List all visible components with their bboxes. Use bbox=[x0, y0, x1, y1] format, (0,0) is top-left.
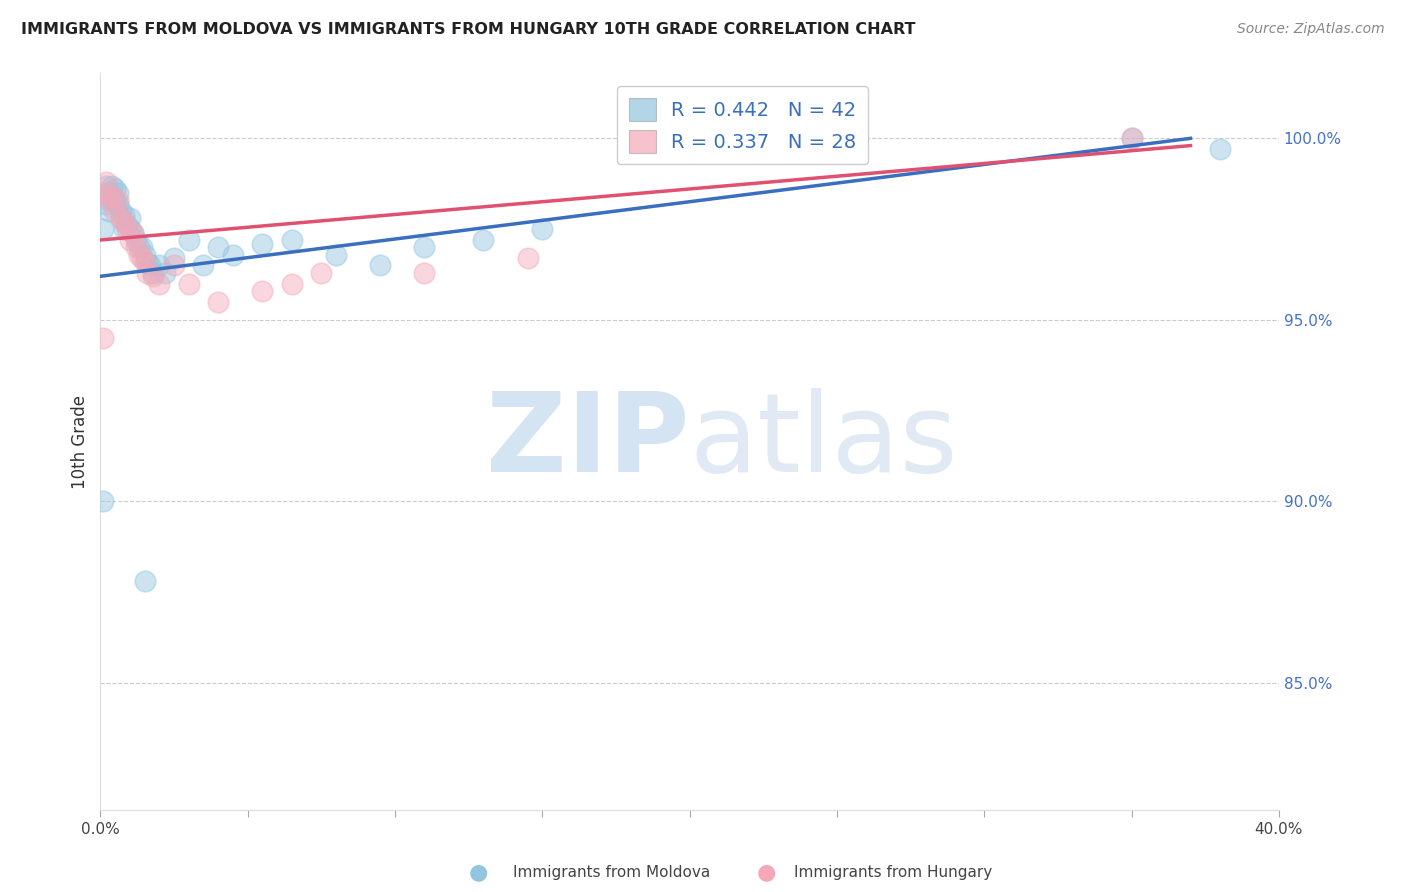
Point bbox=[193, 259, 215, 273]
Point bbox=[472, 233, 495, 247]
Point bbox=[136, 254, 159, 268]
Point bbox=[153, 266, 176, 280]
Point bbox=[177, 277, 200, 291]
Point bbox=[163, 259, 186, 273]
Point bbox=[136, 266, 159, 280]
Point bbox=[121, 226, 143, 240]
Point bbox=[121, 226, 143, 240]
Point bbox=[91, 222, 114, 236]
Point bbox=[115, 219, 138, 233]
Point bbox=[96, 178, 118, 193]
Point bbox=[516, 251, 538, 265]
Point bbox=[101, 193, 124, 207]
Point bbox=[131, 240, 153, 254]
Point bbox=[413, 240, 436, 254]
Text: ZIP: ZIP bbox=[486, 388, 689, 495]
Point bbox=[98, 193, 121, 207]
Text: IMMIGRANTS FROM MOLDOVA VS IMMIGRANTS FROM HUNGARY 10TH GRADE CORRELATION CHART: IMMIGRANTS FROM MOLDOVA VS IMMIGRANTS FR… bbox=[21, 22, 915, 37]
Point bbox=[125, 240, 148, 254]
Point bbox=[222, 247, 245, 261]
Point bbox=[148, 277, 170, 291]
Point bbox=[118, 222, 141, 236]
Point bbox=[134, 574, 156, 589]
Point bbox=[118, 233, 141, 247]
Point bbox=[112, 222, 135, 236]
Point bbox=[413, 266, 436, 280]
Point bbox=[134, 254, 156, 268]
Point bbox=[98, 203, 121, 218]
Text: ●: ● bbox=[756, 863, 776, 882]
Point bbox=[107, 186, 129, 200]
Point bbox=[148, 259, 170, 273]
Point bbox=[98, 186, 121, 200]
Point bbox=[281, 277, 304, 291]
Point bbox=[1121, 131, 1143, 145]
Point bbox=[112, 215, 135, 229]
Point bbox=[101, 178, 124, 193]
Text: Immigrants from Moldova: Immigrants from Moldova bbox=[513, 865, 710, 880]
Text: atlas: atlas bbox=[689, 388, 957, 495]
Point bbox=[104, 193, 127, 207]
Point bbox=[107, 193, 129, 207]
Point bbox=[110, 203, 132, 218]
Point bbox=[531, 222, 554, 236]
Text: Source: ZipAtlas.com: Source: ZipAtlas.com bbox=[1237, 22, 1385, 37]
Point bbox=[112, 208, 135, 222]
Text: ●: ● bbox=[468, 863, 488, 882]
Point bbox=[281, 233, 304, 247]
Point bbox=[131, 251, 153, 265]
Point bbox=[252, 284, 274, 298]
Point bbox=[91, 494, 114, 508]
Legend: R = 0.442   N = 42, R = 0.337   N = 28: R = 0.442 N = 42, R = 0.337 N = 28 bbox=[617, 87, 868, 164]
Point bbox=[118, 211, 141, 226]
Point bbox=[139, 259, 162, 273]
Point bbox=[104, 203, 127, 218]
Point bbox=[128, 247, 150, 261]
Point bbox=[96, 175, 118, 189]
Point bbox=[207, 294, 229, 309]
Point bbox=[311, 266, 333, 280]
Point bbox=[91, 331, 114, 345]
Point bbox=[1209, 142, 1232, 156]
Point bbox=[101, 189, 124, 203]
Point bbox=[125, 233, 148, 247]
Point bbox=[110, 211, 132, 226]
Point bbox=[1121, 131, 1143, 145]
Point bbox=[104, 182, 127, 196]
Point bbox=[128, 240, 150, 254]
Point bbox=[110, 211, 132, 226]
Point bbox=[134, 247, 156, 261]
Point bbox=[142, 266, 165, 280]
Y-axis label: 10th Grade: 10th Grade bbox=[72, 394, 89, 489]
Point bbox=[163, 251, 186, 265]
Point bbox=[325, 247, 347, 261]
Point bbox=[107, 196, 129, 211]
Point bbox=[252, 236, 274, 251]
Text: Immigrants from Hungary: Immigrants from Hungary bbox=[794, 865, 993, 880]
Point bbox=[96, 196, 118, 211]
Point bbox=[91, 186, 114, 200]
Point bbox=[177, 233, 200, 247]
Point bbox=[207, 240, 229, 254]
Point bbox=[142, 269, 165, 284]
Point bbox=[115, 222, 138, 236]
Point bbox=[368, 259, 391, 273]
